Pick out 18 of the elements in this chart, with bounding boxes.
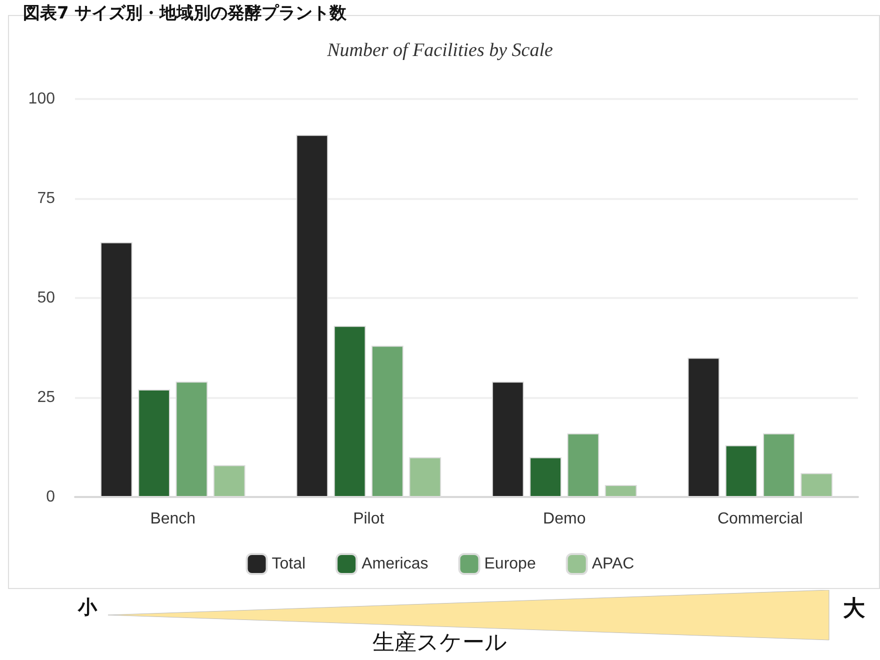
chart-title: 図表7 サイズ別・地域別の発酵プラント数 — [23, 4, 348, 24]
y-tick-label: 25 — [37, 389, 56, 406]
y-tick-label: 100 — [28, 90, 56, 108]
y-tick-label: 0 — [46, 488, 56, 506]
legend-label: Americas — [362, 556, 428, 572]
chart-subtitle: Number of Facilities by Scale — [326, 40, 553, 61]
legend-label: Europe — [484, 556, 536, 572]
x-tick-label: Bench — [150, 510, 196, 528]
x-tick-label: Commercial — [717, 510, 803, 528]
text: 小 — [77, 596, 98, 618]
x-tick-label: Demo — [543, 510, 586, 528]
y-tick-label: 75 — [37, 190, 56, 207]
x-axis-title: 生産スケール — [372, 630, 508, 656]
x-tick-label: Pilot — [353, 510, 385, 528]
legend-label: APAC — [592, 556, 634, 572]
y-tick-label: 50 — [37, 290, 56, 306]
legend-label: Total — [272, 556, 306, 572]
text: 大 — [843, 596, 866, 622]
